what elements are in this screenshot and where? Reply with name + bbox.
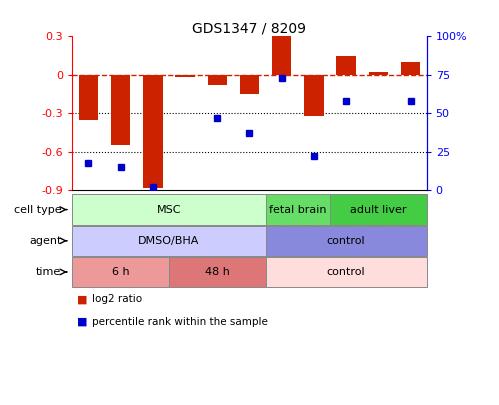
Text: MSC: MSC: [157, 205, 181, 215]
Text: 48 h: 48 h: [205, 267, 230, 277]
Bar: [272, 36, 291, 75]
Text: agent: agent: [29, 236, 61, 246]
Bar: [401, 62, 420, 75]
Title: GDS1347 / 8209: GDS1347 / 8209: [193, 21, 306, 35]
Bar: [304, 75, 323, 116]
Text: DMSO/BHA: DMSO/BHA: [138, 236, 200, 246]
Bar: [369, 72, 388, 75]
Text: percentile rank within the sample: percentile rank within the sample: [92, 317, 268, 326]
Text: ■: ■: [77, 317, 88, 326]
Bar: [176, 75, 195, 77]
Bar: [111, 75, 130, 145]
Bar: [79, 75, 98, 120]
Text: control: control: [327, 267, 365, 277]
Text: adult liver: adult liver: [350, 205, 407, 215]
Bar: [143, 75, 163, 188]
Bar: [240, 75, 259, 94]
Bar: [336, 55, 356, 75]
Text: ■: ■: [77, 294, 88, 304]
Text: log2 ratio: log2 ratio: [92, 294, 142, 304]
Text: cell type: cell type: [14, 205, 61, 215]
Text: 6 h: 6 h: [112, 267, 129, 277]
Text: time: time: [36, 267, 61, 277]
Text: control: control: [327, 236, 365, 246]
Text: fetal brain: fetal brain: [269, 205, 326, 215]
Bar: [208, 75, 227, 85]
